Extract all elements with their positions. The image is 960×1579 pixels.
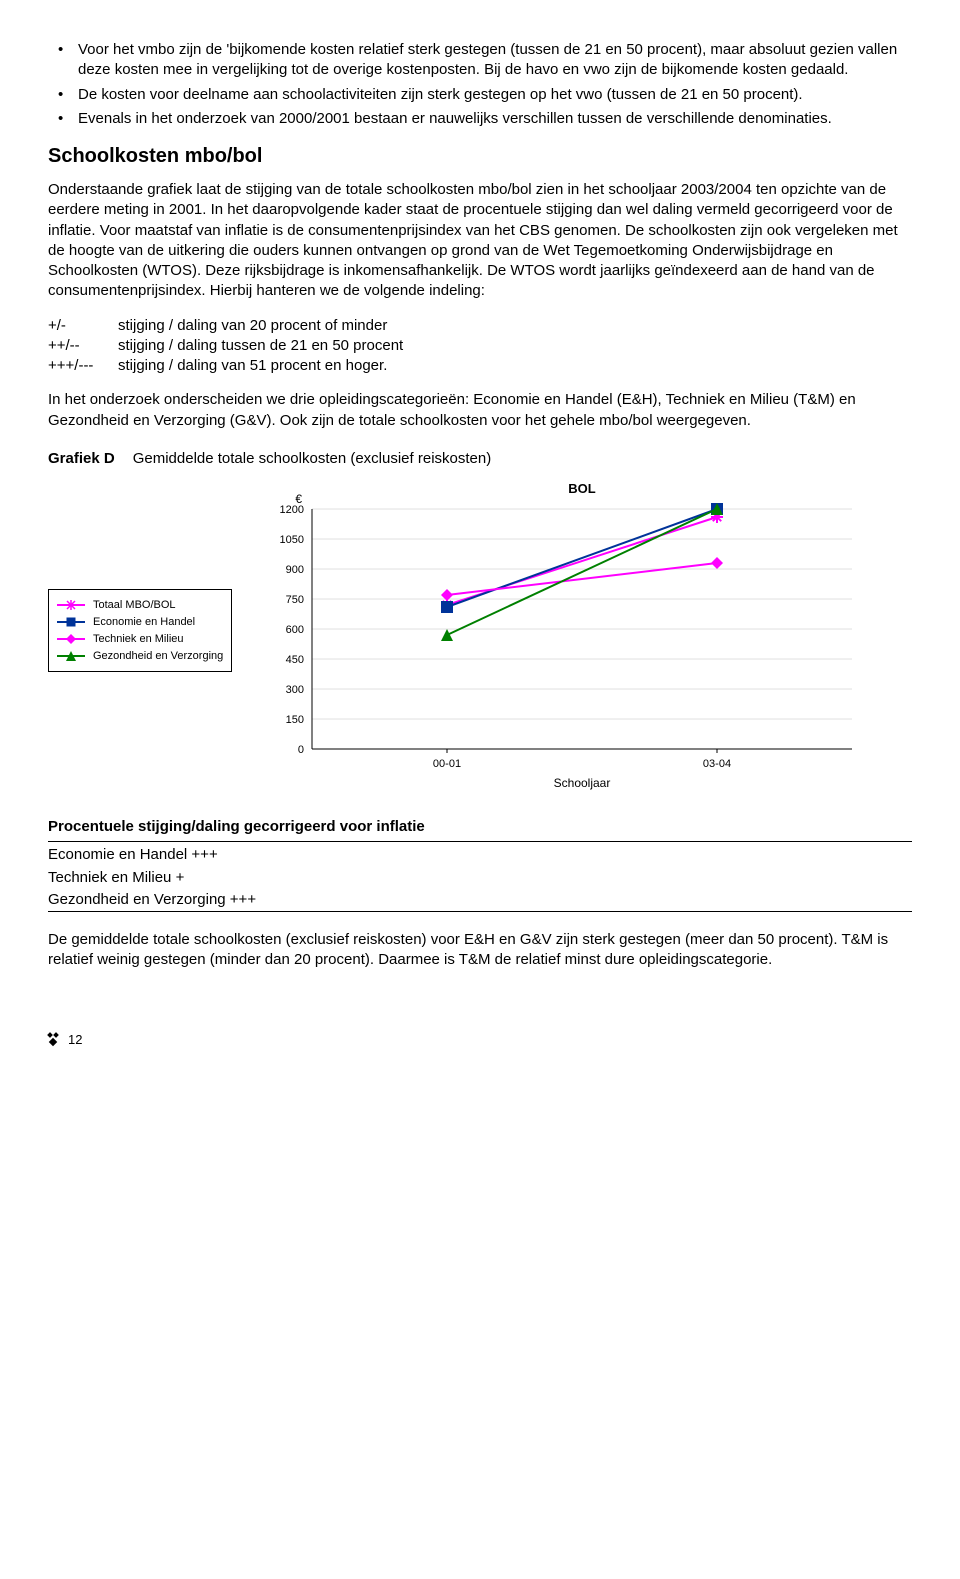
indicator-code: ++/-- xyxy=(48,336,118,356)
indicator-list: +/-stijging / daling van 20 procent of m… xyxy=(48,316,912,377)
svg-text:750: 750 xyxy=(286,594,304,606)
svg-text:0: 0 xyxy=(298,744,304,756)
legend-item: Techniek en Milieu xyxy=(57,632,223,647)
chart-title-row: Grafiek D Gemiddelde totale schoolkosten… xyxy=(48,449,912,469)
indicator-code: +++/--- xyxy=(48,356,118,376)
svg-text:900: 900 xyxy=(286,564,304,576)
chart-svg: BOL€01503004506007509001050120000-0103-0… xyxy=(252,479,872,799)
svg-text:150: 150 xyxy=(286,714,304,726)
indicator-code: +/- xyxy=(48,316,118,336)
table-heading: Procentuele stijging/daling gecorrigeerd… xyxy=(48,817,912,842)
paragraph-3: De gemiddelde totale schoolkosten (exclu… xyxy=(48,930,912,971)
page-number: 12 xyxy=(68,1031,82,1049)
chart-legend: Totaal MBO/BOL Economie en Handel Techniek… xyxy=(48,589,232,672)
section-heading: Schoolkosten mbo/bol xyxy=(48,143,912,170)
svg-text:Schooljaar: Schooljaar xyxy=(554,776,611,790)
indicator-text: stijging / daling van 20 procent of mind… xyxy=(118,316,387,336)
table-row: Techniek en Milieu + xyxy=(48,867,912,889)
legend-item: Economie en Handel xyxy=(57,615,223,630)
indicator-text: stijging / daling tussen de 21 en 50 pro… xyxy=(118,336,403,356)
bullet-item: De kosten voor deelname aan schoolactivi… xyxy=(48,85,912,105)
legend-item: Gezondheid en Verzorging xyxy=(57,649,223,664)
svg-text:450: 450 xyxy=(286,654,304,666)
chart-container: Totaal MBO/BOL Economie en Handel Techniek… xyxy=(48,479,912,799)
inflation-table: Economie en Handel +++ Techniek en Milie… xyxy=(48,844,912,912)
page-footer: 12 xyxy=(48,1031,912,1049)
svg-text:03-04: 03-04 xyxy=(703,758,731,770)
svg-text:300: 300 xyxy=(286,684,304,696)
paragraph-1: Onderstaande grafiek laat de stijging va… xyxy=(48,180,912,302)
svg-text:600: 600 xyxy=(286,624,304,636)
table-row: Economie en Handel +++ xyxy=(48,844,912,866)
chart-label: Grafiek D xyxy=(48,449,115,469)
svg-text:1050: 1050 xyxy=(280,534,304,546)
svg-text:1200: 1200 xyxy=(280,504,304,516)
intro-bullets: Voor het vmbo zijn de 'bijkomende kosten… xyxy=(48,40,912,129)
table-row: Gezondheid en Verzorging +++ xyxy=(48,889,912,911)
bullet-item: Voor het vmbo zijn de 'bijkomende kosten… xyxy=(48,40,912,81)
paragraph-2: In het onderzoek onderscheiden we drie o… xyxy=(48,390,912,431)
svg-text:00-01: 00-01 xyxy=(433,758,461,770)
chart-title: Gemiddelde totale schoolkosten (exclusie… xyxy=(133,449,492,469)
svg-text:BOL: BOL xyxy=(569,481,597,496)
bullet-item: Evenals in het onderzoek van 2000/2001 b… xyxy=(48,109,912,129)
indicator-text: stijging / daling van 51 procent en hoge… xyxy=(118,356,387,376)
legend-item: Totaal MBO/BOL xyxy=(57,598,223,613)
